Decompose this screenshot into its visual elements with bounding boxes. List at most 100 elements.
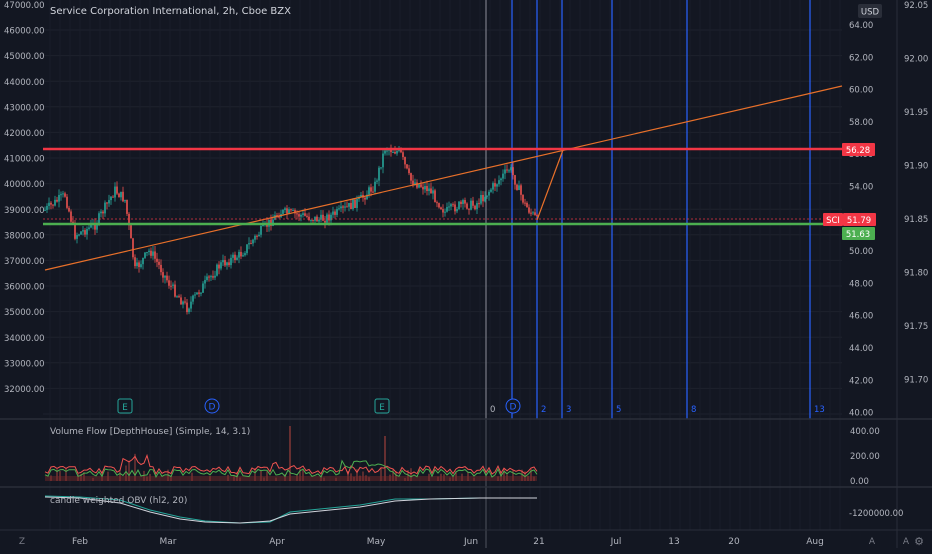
right-axis-label: 91.95: [904, 108, 928, 118]
candle-body: [492, 183, 494, 190]
candle-body: [136, 262, 138, 267]
candle-body: [476, 203, 478, 210]
candle-body: [464, 200, 466, 204]
left-axis-label: 44000.00: [4, 78, 45, 88]
candle-body: [456, 209, 458, 212]
candle-body: [322, 214, 324, 221]
candle-body: [108, 200, 110, 204]
candle-body: [242, 255, 244, 257]
candle-body: [238, 251, 240, 258]
currency-badge[interactable]: USD: [858, 4, 882, 18]
candle-body: [110, 196, 112, 201]
candle-body: [438, 203, 440, 208]
candle-body: [512, 167, 514, 176]
candle-body: [226, 262, 228, 266]
candle-body: [208, 276, 210, 278]
candle-body: [404, 157, 406, 165]
candle-body: [168, 280, 170, 286]
candle-body: [472, 200, 474, 206]
dividend-marker[interactable]: D: [505, 398, 521, 414]
candle-body: [426, 186, 428, 192]
volume-flow-title: Volume Flow [DepthHouse] (Simple, 14, 3.…: [50, 427, 250, 437]
candle-body: [258, 234, 260, 237]
candle-body: [284, 208, 286, 210]
obv-pane[interactable]: [44, 495, 537, 524]
candle-body: [114, 186, 116, 198]
trendline-projection[interactable]: [536, 149, 564, 221]
fib-label: 8: [691, 405, 696, 415]
resistance-price: 56.28: [846, 146, 870, 156]
candle-body: [410, 173, 412, 181]
candle-body: [402, 152, 404, 158]
candle-body: [308, 216, 310, 221]
candle-body: [344, 206, 346, 208]
candle-body: [164, 275, 166, 278]
candle-body: [170, 285, 172, 287]
volume-flow-pane[interactable]: [44, 426, 538, 481]
candle-body: [430, 188, 432, 194]
candle-body: [82, 230, 84, 232]
candle-body: [318, 219, 320, 222]
dividend-marker[interactable]: D: [204, 398, 220, 414]
candle-body: [366, 194, 368, 200]
candle-body: [72, 221, 74, 223]
candle-body: [184, 301, 186, 303]
settings-gear-icon[interactable]: ⚙: [914, 535, 924, 548]
candle-body: [470, 200, 472, 210]
candle-body: [342, 206, 344, 208]
candle-body: [412, 180, 414, 185]
volume-flow-axis-label: 200.00: [850, 452, 880, 462]
right-axis-label: 92.00: [904, 55, 928, 65]
candle-body: [392, 151, 394, 153]
candle-body: [58, 195, 60, 202]
candle-body: [332, 211, 334, 215]
candle-body: [196, 292, 198, 295]
trendline-long[interactable]: [44, 85, 843, 271]
candle-body: [528, 207, 530, 213]
candle-body: [378, 167, 380, 181]
candle-body: [368, 187, 370, 195]
candle-body: [306, 215, 308, 217]
candle-body: [418, 184, 420, 188]
left-axis-label: 45000.00: [4, 52, 45, 62]
main-axis-label: 50.00: [849, 247, 873, 257]
candle-body: [494, 183, 496, 187]
candle-body: [64, 193, 66, 197]
candle-body: [68, 207, 70, 212]
candle-body: [248, 243, 250, 245]
left-axis-label: 38000.00: [4, 231, 45, 241]
candle-body: [94, 223, 96, 230]
earnings-marker[interactable]: E: [374, 398, 390, 414]
secondary-price-axis[interactable]: 92.05 92.00 91.95 91.90 91.85 91.80 91.75 91.70: [904, 1, 928, 386]
symbol-label: SCI: [826, 216, 840, 226]
auto-scale-button-right[interactable]: A: [903, 537, 910, 547]
candle-body: [482, 194, 484, 202]
candle-body: [252, 239, 254, 244]
candle-body: [474, 205, 476, 210]
right-axis-label: 91.85: [904, 215, 928, 225]
candle-body: [156, 258, 158, 262]
candle-body: [146, 252, 148, 254]
candle-body: [286, 208, 288, 214]
candle-body: [172, 284, 174, 286]
candle-body: [86, 228, 88, 235]
main-axis-label: 46.00: [849, 312, 873, 322]
candle-body: [498, 180, 500, 185]
left-axis-label: 43000.00: [4, 103, 45, 113]
time-axis[interactable]: Feb Mar Apr May Jun 21 Jul 13 20 Aug: [72, 537, 824, 547]
candle-body: [200, 292, 202, 294]
candle-body: [354, 199, 356, 208]
zoom-button[interactable]: Z: [19, 537, 25, 547]
candle-body: [336, 209, 338, 215]
chart-title: Service Corporation International, 2h, C…: [50, 6, 291, 17]
left-price-axis[interactable]: 47000.00 46000.00 45000.00 44000.00 43000.00…: [4, 1, 45, 395]
candle-body: [350, 202, 352, 210]
candle-body: [372, 191, 374, 193]
candle-body: [334, 211, 336, 215]
candles[interactable]: [44, 144, 538, 315]
candle-body: [390, 149, 392, 153]
earnings-marker[interactable]: E: [117, 398, 133, 414]
auto-scale-button-left[interactable]: A: [869, 537, 876, 547]
candle-body: [300, 214, 302, 217]
